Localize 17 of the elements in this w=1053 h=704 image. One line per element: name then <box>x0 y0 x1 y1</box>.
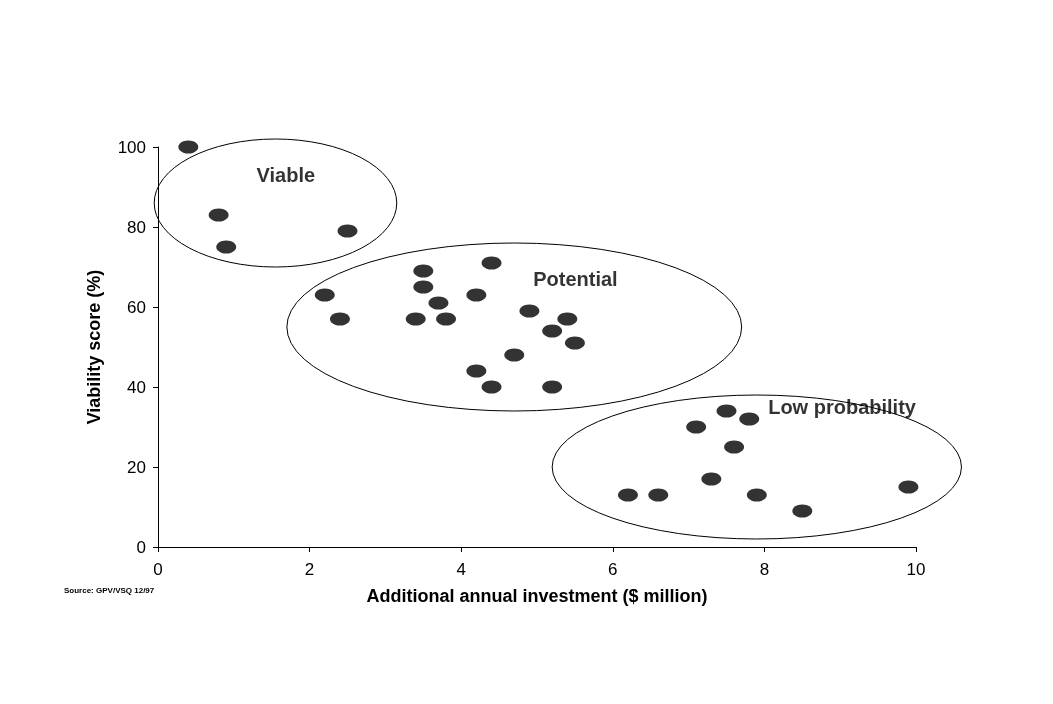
annotation: Viable <box>256 164 316 186</box>
y-tick-label: 20 <box>127 457 146 477</box>
source-note: Source: GPV/VSQ 12/97 <box>64 586 155 595</box>
y-tick-label: 0 <box>136 537 146 557</box>
x-tick-label: 4 <box>456 560 466 579</box>
x-tick-label: 10 <box>906 560 926 579</box>
annotation: Potential <box>533 268 618 290</box>
y-tick-label: 40 <box>127 377 146 397</box>
x-axis-title: Additional annual investment ($ million) <box>366 586 708 606</box>
y-tick-label: 80 <box>127 217 146 237</box>
x-tick-label: 8 <box>759 560 770 579</box>
y-tick-label: 100 <box>117 137 146 157</box>
x-tick-label: 0 <box>153 560 163 579</box>
y-tick-label: 60 <box>127 297 146 317</box>
x-tick-label: 6 <box>608 560 618 579</box>
x-tick-label: 2 <box>304 560 315 579</box>
y-axis-title: Viability score (%) <box>84 269 104 425</box>
